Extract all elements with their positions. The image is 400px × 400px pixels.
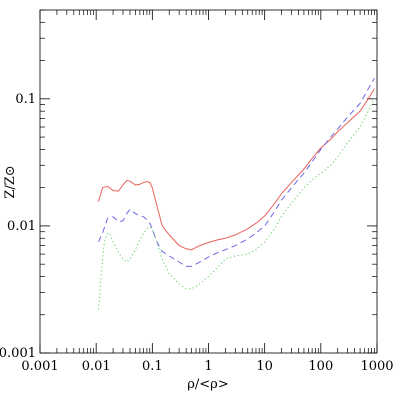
series-line-solid <box>98 88 375 251</box>
x-tick-label: 0.1 <box>142 359 163 374</box>
x-tick-label: 1 <box>204 359 212 374</box>
plot-frame <box>39 9 378 354</box>
x-tick-label: 10 <box>256 359 273 374</box>
y-tick-labels: 0.001 0.01 0.1 <box>0 92 36 361</box>
x-tick-labels: 0.001 0.01 0.1 1 10 100 1000 <box>21 359 393 374</box>
major-ticks <box>39 10 378 354</box>
y-axis-label: Z/Z⊙ <box>3 165 18 198</box>
series-line-dotted <box>98 98 375 310</box>
y-tick-label: 0.1 <box>15 92 36 107</box>
x-tick-label: 0.01 <box>82 359 111 374</box>
x-axis-label: ρ/<ρ> <box>187 377 228 392</box>
series-line-dashed <box>98 78 375 267</box>
x-tick-label: 1000 <box>360 359 393 374</box>
x-tick-label: 100 <box>308 359 333 374</box>
y-tick-label: 0.001 <box>0 346 36 361</box>
minor-ticks <box>40 9 377 353</box>
y-tick-label: 0.01 <box>7 219 36 234</box>
series-layer <box>98 78 375 310</box>
x-tick-label: 0.001 <box>21 359 58 374</box>
